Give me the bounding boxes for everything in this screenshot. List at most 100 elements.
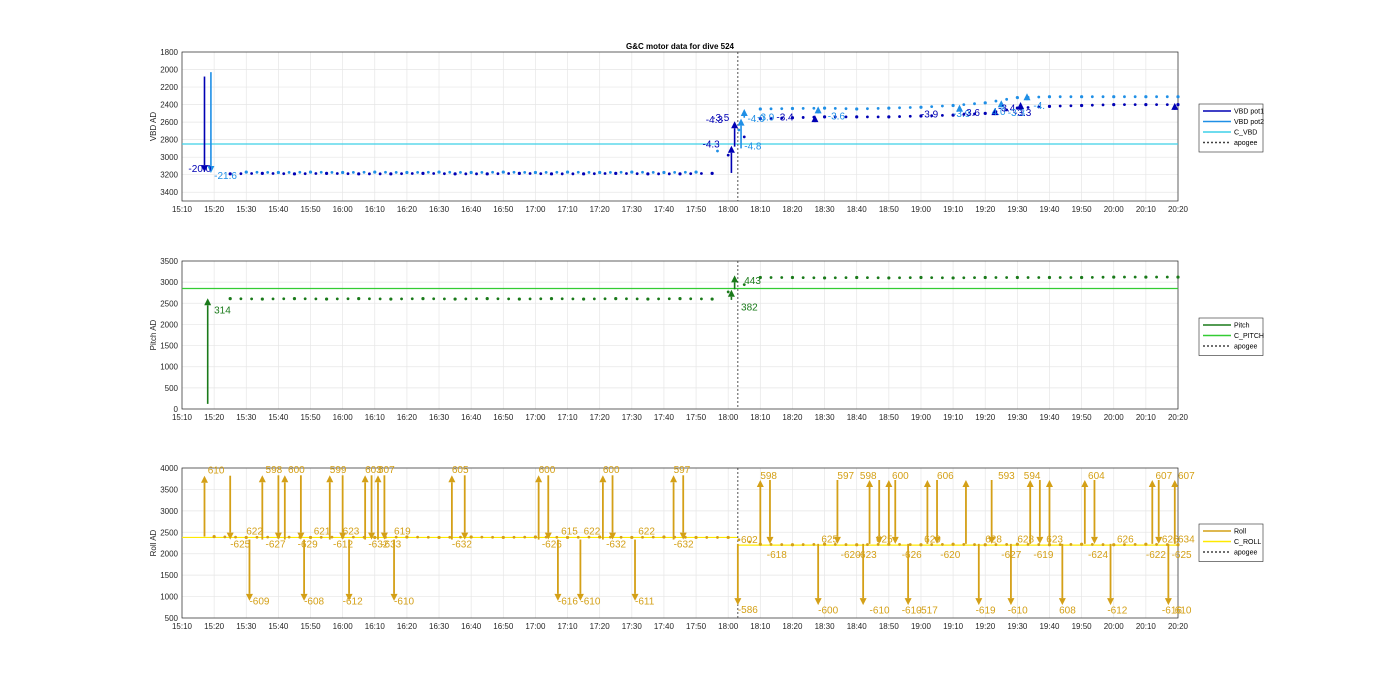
x-tick-label: 18:50 <box>879 413 900 422</box>
data-point <box>212 534 216 539</box>
data-point <box>496 172 500 176</box>
x-tick-label: 19:10 <box>943 205 964 214</box>
x-tick-label: 15:20 <box>204 205 225 214</box>
x-tick-label: 19:10 <box>943 413 964 422</box>
data-point <box>448 535 452 539</box>
data-point <box>619 535 623 539</box>
x-tick-label: 17:10 <box>558 205 579 214</box>
x-tick-label: 19:50 <box>1072 413 1093 422</box>
data-point <box>919 543 923 547</box>
data-point <box>1155 95 1158 99</box>
x-tick-label: 17:20 <box>590 622 611 631</box>
data-point <box>244 535 248 540</box>
data-point <box>844 543 848 546</box>
data-point <box>694 535 698 540</box>
x-tick-label: 16:40 <box>461 413 482 422</box>
data-point <box>1144 95 1148 99</box>
data-point <box>1047 104 1052 108</box>
data-point <box>1005 543 1009 546</box>
x-tick-label: 15:20 <box>204 413 225 422</box>
vbd-arrow-head <box>811 115 819 123</box>
data-point <box>1165 275 1169 279</box>
data-point <box>565 535 570 540</box>
data-point <box>394 170 398 174</box>
vbd-annotation: -3.9 <box>953 109 971 120</box>
x-tick-label: 20:10 <box>1136 622 1157 631</box>
x-tick-label: 16:20 <box>397 622 418 631</box>
data-point <box>833 115 837 119</box>
roll-annotation: 628 <box>1017 535 1034 546</box>
data-point <box>822 106 827 110</box>
x-tick-label: 19:00 <box>911 622 932 631</box>
x-tick-label: 17:30 <box>622 413 643 422</box>
roll-arrow-head <box>1026 480 1034 487</box>
data-point <box>1123 275 1126 279</box>
roll-annotation: 600 <box>603 465 620 476</box>
y-tick-label: 2400 <box>160 101 178 110</box>
x-tick-label: 19:50 <box>1072 622 1093 631</box>
data-point <box>464 297 468 301</box>
legend-box <box>1198 317 1264 356</box>
roll-annotation: 600 <box>892 471 909 482</box>
roll-arrow-head <box>245 593 253 601</box>
data-point <box>421 171 425 175</box>
roll-arrow-head <box>200 475 208 483</box>
data-point <box>844 115 848 119</box>
x-tick-label: 19:40 <box>1039 413 1060 422</box>
data-point <box>314 172 318 175</box>
x-tick-label: 17:30 <box>622 205 643 214</box>
data-point <box>1058 543 1062 546</box>
data-point <box>887 115 891 119</box>
x-tick-label: 16:50 <box>493 205 514 214</box>
x-tick-label: 17:50 <box>686 622 707 631</box>
data-point <box>769 543 773 546</box>
roll-annotation: 593 <box>998 471 1015 482</box>
x-tick-label: 19:30 <box>1007 622 1028 631</box>
roll-annotation: -622 <box>1146 550 1166 561</box>
data-point <box>983 275 987 280</box>
data-point <box>908 276 912 280</box>
x-tick-label: 19:20 <box>975 205 996 214</box>
vbd-arrow-head <box>207 165 215 173</box>
roll-annotation: -626 <box>542 539 562 550</box>
data-point <box>833 106 837 110</box>
data-point <box>442 297 446 301</box>
x-tick-label: 18:10 <box>750 205 771 214</box>
data-point <box>1069 543 1073 546</box>
x-tick-label: 18:20 <box>782 413 803 422</box>
data-point <box>244 170 248 174</box>
legend-entry: VBD pot1 <box>1234 109 1264 116</box>
roll-arrow-head <box>859 598 867 606</box>
roll-annotation: 623 <box>1046 535 1063 546</box>
data-point <box>459 535 462 539</box>
roll-annotation: 623 <box>343 526 360 537</box>
roll-annotation: -616 <box>558 596 578 607</box>
data-point <box>994 99 998 103</box>
data-point <box>282 172 286 176</box>
data-point <box>1080 103 1084 108</box>
data-point <box>341 170 345 175</box>
data-point <box>453 172 457 176</box>
data-point <box>507 172 511 175</box>
data-point <box>876 276 880 280</box>
y-tick-label: 2500 <box>160 528 178 537</box>
roll-annotation: 615 <box>561 526 578 537</box>
roll-annotation: -610 <box>394 596 414 607</box>
vbd-arrow-head <box>1023 93 1031 101</box>
roll-annotation: -627 <box>1001 550 1021 561</box>
y-tick-label: 3500 <box>160 257 178 266</box>
y-tick-label: 2000 <box>160 550 178 559</box>
data-point <box>287 535 291 539</box>
data-point <box>405 535 409 539</box>
data-point <box>544 170 548 174</box>
data-point <box>1176 543 1180 547</box>
data-point <box>919 275 923 280</box>
data-point <box>630 170 634 174</box>
data-point <box>1112 102 1116 107</box>
roll-annotation: -624 <box>1088 550 1108 561</box>
data-point <box>898 106 901 110</box>
vbd-annotation: -3.4 <box>998 104 1016 115</box>
vbd-annotation: -3.3 <box>1014 108 1032 119</box>
data-point <box>758 117 762 121</box>
x-tick-label: 17:00 <box>525 205 546 214</box>
